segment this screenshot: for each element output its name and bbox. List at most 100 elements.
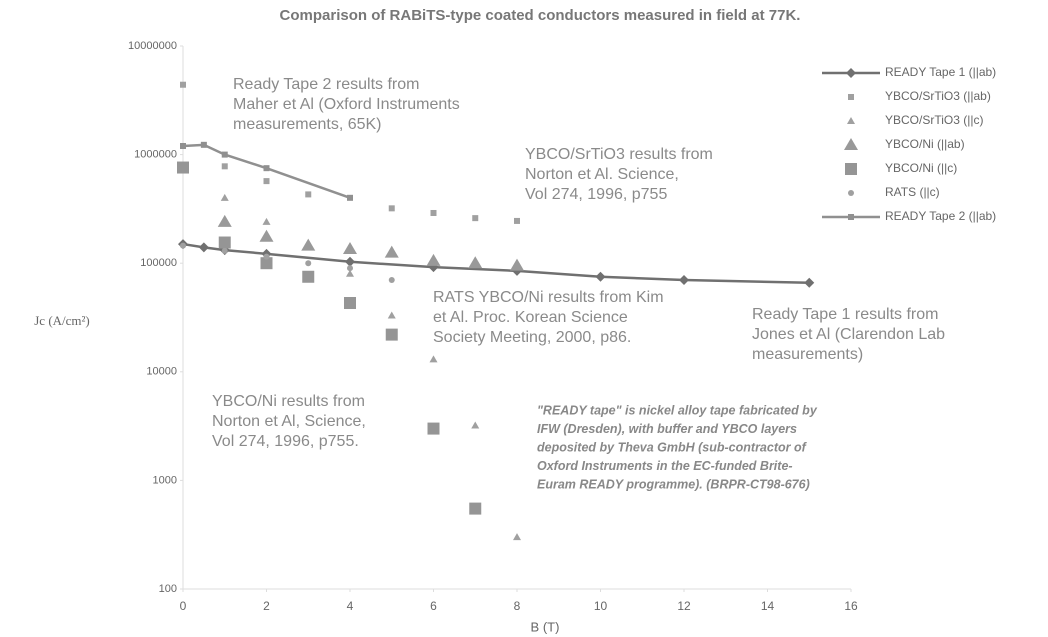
data-point — [263, 178, 270, 185]
data-point — [345, 256, 355, 267]
annotation: et Al. Proc. Korean Science — [433, 309, 628, 326]
legend-label: READY Tape 1 (||ab) — [885, 65, 996, 79]
annotation: Vol 274, 1996, p755 — [525, 186, 667, 203]
y-axis-label: Jc (A/cm²) — [34, 313, 90, 328]
x-tick-label: 16 — [844, 599, 858, 613]
data-point — [471, 421, 480, 429]
data-point — [262, 217, 271, 225]
annotation: Maher et Al (Oxford Instruments — [233, 96, 460, 113]
data-point — [217, 214, 232, 227]
legend-label: YBCO/SrTiO3 (||ab) — [885, 89, 991, 103]
x-tick-label: 10 — [594, 599, 608, 613]
legend-marker — [848, 214, 854, 220]
annotation: Ready Tape 2 results from — [233, 76, 419, 93]
annotation: Jones et Al (Clarendon Lab — [752, 326, 945, 343]
annotation: Ready Tape 1 results from — [752, 306, 938, 323]
data-point — [346, 269, 354, 277]
data-point — [263, 253, 270, 260]
annotation: IFW (Dresden), with buffer and YBCO laye… — [537, 422, 797, 436]
data-point — [259, 229, 274, 242]
data-point — [221, 151, 228, 158]
x-tick-label: 0 — [180, 599, 187, 613]
data-point — [430, 209, 437, 216]
y-tick-label: 10000 — [146, 366, 177, 378]
data-point — [514, 217, 520, 224]
data-point — [347, 265, 353, 272]
series-line — [182, 143, 351, 199]
data-point — [427, 422, 440, 435]
y-tick-label: 100000 — [140, 257, 177, 269]
data-point — [804, 277, 815, 288]
x-tick-label: 14 — [761, 599, 775, 613]
annotation: measurements) — [752, 346, 863, 363]
legend-label: YBCO/Ni (||c) — [885, 161, 957, 175]
series-line — [182, 242, 810, 285]
x-tick-label: 6 — [430, 599, 437, 613]
data-point — [305, 260, 312, 267]
data-point — [218, 236, 231, 249]
legend-marker — [844, 138, 858, 150]
legend-marker — [846, 68, 856, 78]
data-point — [221, 247, 228, 254]
legend-marker — [845, 163, 857, 175]
data-point — [180, 81, 186, 88]
legend-marker — [847, 117, 855, 124]
data-point — [468, 256, 483, 269]
data-point — [343, 242, 357, 255]
annotation: "READY tape" is nickel alloy tape fabric… — [537, 403, 818, 417]
x-axis-label: B (T) — [531, 619, 560, 634]
data-point — [180, 242, 186, 249]
data-point — [384, 245, 399, 258]
annotation: RATS YBCO/Ni results from Kim — [433, 289, 664, 306]
legend-marker — [848, 94, 854, 100]
annotation: measurements, 65K) — [233, 116, 382, 133]
legend-label: RATS (||c) — [885, 185, 940, 199]
data-point — [429, 355, 438, 363]
data-point — [344, 297, 356, 310]
annotation: YBCO/Ni results from — [212, 393, 365, 410]
data-point — [200, 141, 207, 148]
annotation: Society Meeting, 2000, p86. — [433, 329, 631, 346]
data-point — [510, 258, 524, 271]
x-tick-label: 8 — [514, 599, 521, 613]
annotation: Norton et Al. Science, — [525, 166, 679, 183]
data-point — [180, 143, 186, 150]
x-tick-label: 2 — [263, 599, 270, 613]
data-point — [513, 533, 521, 541]
data-point — [388, 205, 395, 212]
data-point — [221, 163, 228, 170]
annotation: Euram READY programme). (BRPR-CT98-676) — [537, 477, 810, 491]
data-point — [198, 242, 209, 253]
x-tick-label: 12 — [677, 599, 691, 613]
data-point — [388, 277, 395, 284]
x-tick-label: 4 — [347, 599, 354, 613]
annotation: Norton et Al, Science, — [212, 413, 366, 430]
data-point — [347, 194, 353, 201]
data-point — [472, 215, 479, 222]
legend-label: READY Tape 2 (||ab) — [885, 209, 996, 223]
data-point — [679, 275, 689, 286]
data-point — [387, 311, 396, 319]
annotation: YBCO/SrTiO3 results from — [525, 146, 713, 163]
data-point — [469, 502, 482, 515]
y-tick-label: 100 — [159, 583, 177, 595]
legend-label: YBCO/SrTiO3 (||c) — [885, 113, 983, 127]
annotation: deposited by Theva GmbH (sub-contractor … — [537, 440, 808, 454]
data-point — [177, 161, 189, 174]
data-point — [263, 165, 270, 172]
data-point — [305, 191, 312, 198]
y-tick-label: 10000000 — [128, 40, 177, 52]
legend-label: YBCO/Ni (||ab) — [885, 137, 965, 151]
data-point — [260, 257, 273, 270]
data-point — [220, 193, 229, 201]
data-point — [301, 238, 316, 251]
data-point — [385, 328, 398, 341]
chart-title: Comparison of RABiTS-type coated conduct… — [280, 7, 801, 24]
data-point — [595, 271, 606, 282]
data-point — [302, 270, 315, 283]
y-tick-label: 1000 — [153, 474, 177, 486]
annotation: Oxford Instruments in the EC-funded Brit… — [537, 459, 793, 473]
legend-marker — [848, 190, 854, 196]
data-point — [426, 253, 441, 266]
